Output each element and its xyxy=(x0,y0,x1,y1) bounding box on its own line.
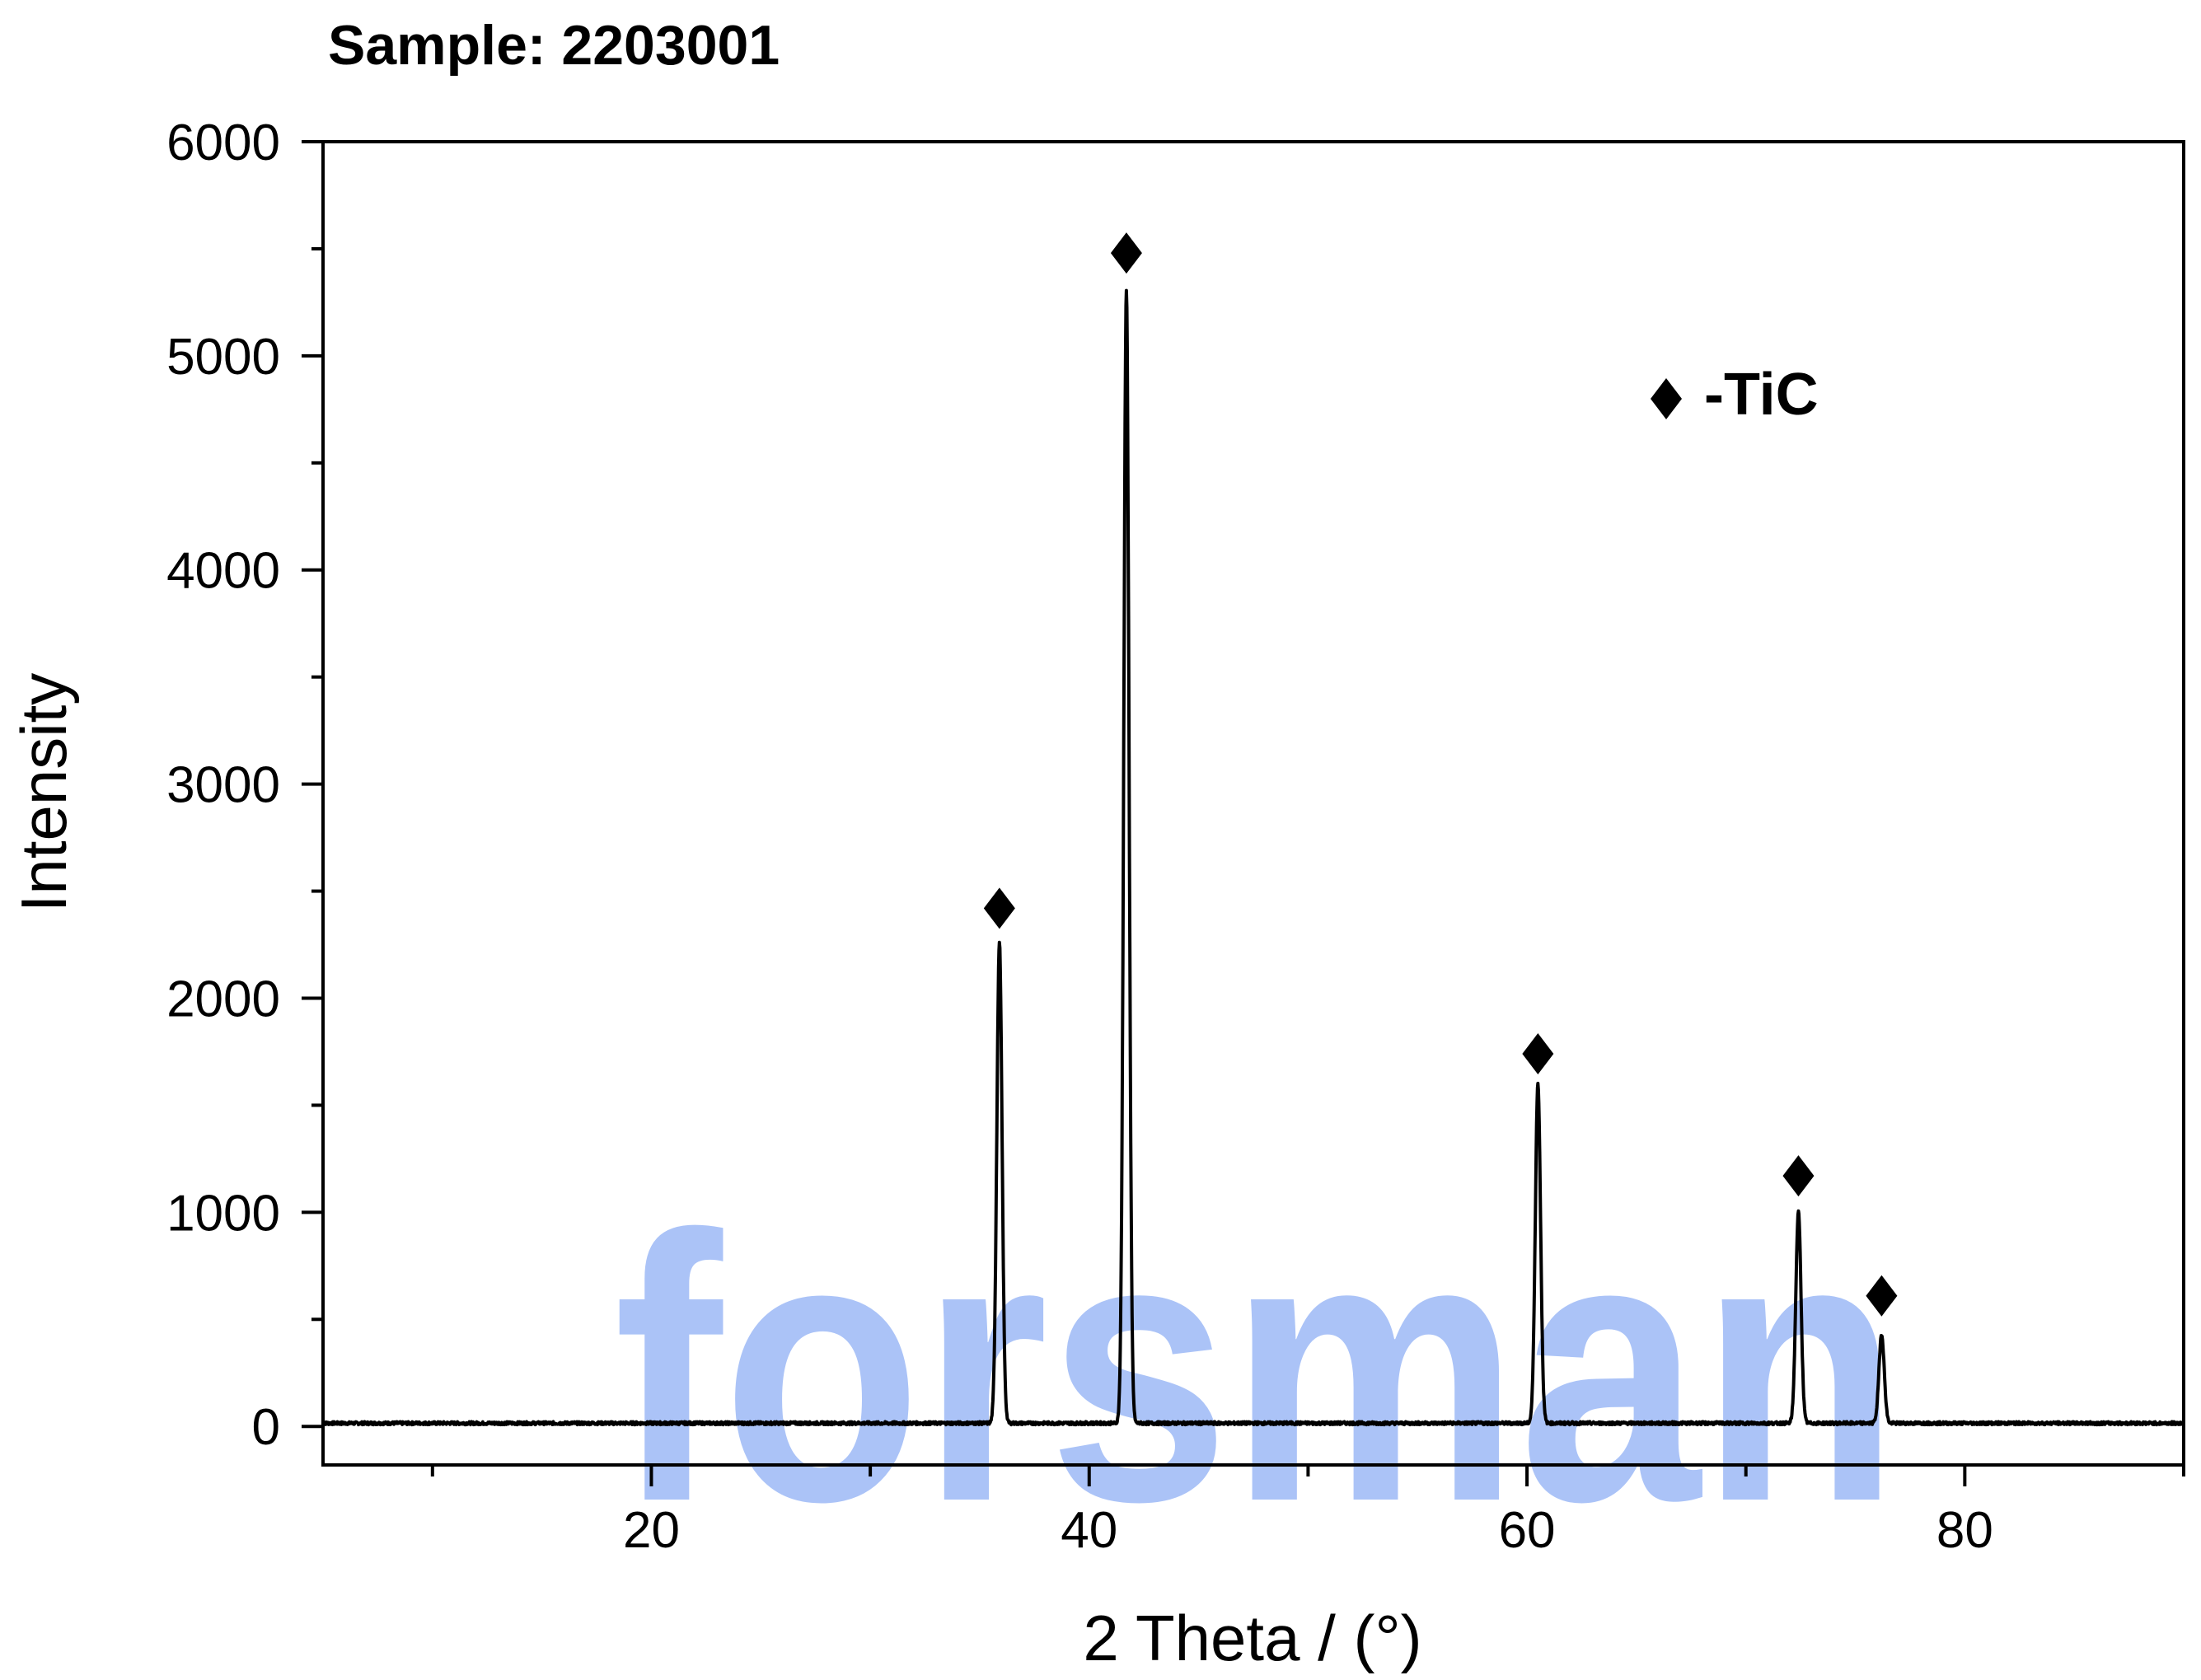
plot-frame xyxy=(321,140,2185,1467)
legend-diamond-icon xyxy=(1651,378,1682,419)
x-tick-label: 20 xyxy=(623,1502,680,1559)
y-axis-label: Intensity xyxy=(7,673,80,912)
y-tick-label: 1000 xyxy=(166,1185,280,1242)
y-axis-ticks: 0 1000 2000 3000 4000 5000 6000 xyxy=(166,115,323,1456)
x-axis-ticks: 20 40 60 80 xyxy=(430,1465,2185,1559)
x-axis-label: 2 Theta / (°) xyxy=(1083,1602,1421,1674)
legend: -TiC xyxy=(1651,362,1819,428)
legend-label: -TiC xyxy=(1704,362,1819,428)
y-tick-label: 2000 xyxy=(166,971,280,1027)
y-tick-label: 5000 xyxy=(166,329,280,386)
chart-title: Sample: 2203001 xyxy=(328,14,780,77)
diamond-marker-icon xyxy=(1110,232,1142,274)
diamond-marker-icon xyxy=(1866,1275,1898,1317)
diamond-marker-icon xyxy=(983,887,1015,929)
y-tick-label: 4000 xyxy=(166,543,280,600)
x-tick-label: 80 xyxy=(1936,1502,1993,1559)
y-tick-label: 6000 xyxy=(166,115,280,171)
y-tick-label: 0 xyxy=(252,1399,280,1456)
xrd-pattern-line xyxy=(321,288,2185,1427)
diamond-marker-icon xyxy=(1782,1155,1815,1197)
diamond-marker-icon xyxy=(1522,1033,1554,1075)
tic-peak-markers xyxy=(983,232,1898,1317)
watermark: forsman xyxy=(614,1158,1899,1580)
y-tick-label: 3000 xyxy=(166,757,280,814)
x-tick-label: 40 xyxy=(1061,1502,1117,1559)
x-tick-label: 60 xyxy=(1499,1502,1556,1559)
